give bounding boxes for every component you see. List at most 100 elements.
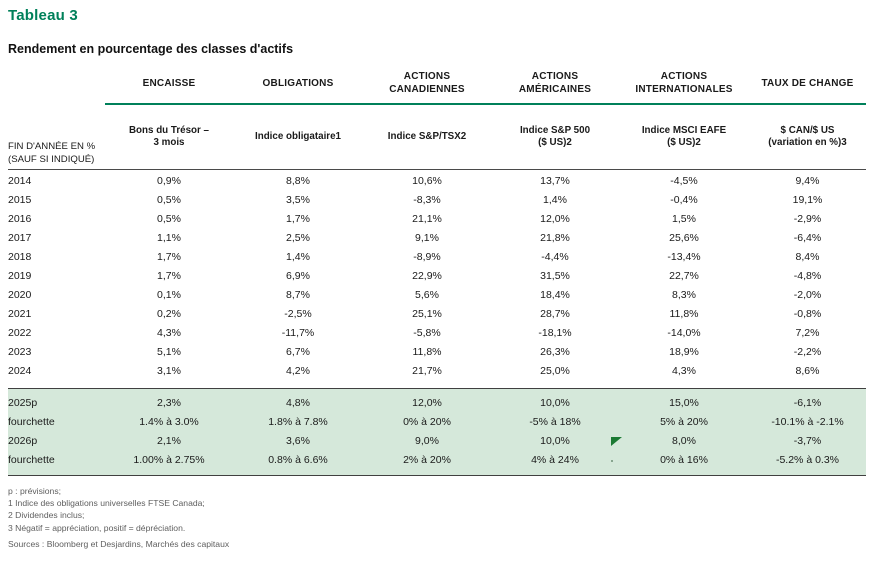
cell: 5% à 20%: [660, 416, 708, 428]
range-label: fourchette: [8, 454, 55, 466]
cell: -2,0%: [793, 289, 822, 301]
cell: 3,1%: [157, 365, 181, 377]
cell: -2,5%: [284, 308, 312, 320]
cell: -0,4%: [670, 194, 698, 206]
subheader-line: ($ US)2: [667, 137, 701, 148]
cell: 6,9%: [286, 270, 310, 282]
cell: 0,5%: [157, 194, 181, 206]
history-rows: 2014 0,9% 8,8% 10,6% 13,7% -4,5% 9,4% 20…: [8, 170, 866, 381]
cell: -18,1%: [538, 327, 572, 339]
col-header-line: AMÉRICAINES: [518, 84, 592, 95]
forecast-section: 2025p 2,3% 4,8% 12,0% 10,0% 15,0% -6,1% …: [8, 388, 866, 476]
col-header-line: ACTIONS: [660, 71, 708, 82]
cell: 26,3%: [540, 346, 570, 358]
year-label: 2019: [8, 270, 32, 282]
col-header-taux-de-change: TAUX DE CHANGE: [749, 63, 866, 105]
year-label: 2020: [8, 289, 32, 301]
green-dot-marker-icon: [611, 460, 613, 462]
cell: -13,4%: [667, 251, 701, 263]
asset-returns-table: ENCAISSE OBLIGATIONS ACTIONS CANADIENNES…: [8, 63, 866, 476]
year-label: 2024: [8, 365, 32, 377]
cell: 1,5%: [672, 213, 696, 225]
cell: 2,1%: [157, 435, 181, 447]
cell: 22,9%: [412, 270, 442, 282]
table-subtitle: Rendement en pourcentage des classes d'a…: [8, 42, 294, 56]
cell: 4% à 24%: [531, 454, 579, 466]
cell: 3,6%: [286, 435, 310, 447]
cell: 8,3%: [672, 289, 696, 301]
table-row-2022: 2022 4,3% -11,7% -5,8% -18,1% -14,0% 7,2…: [8, 324, 866, 343]
col-header-line: INTERNATIONALES: [635, 84, 733, 95]
cell: 1.8% à 7.8%: [268, 416, 328, 428]
year-label: 2026p: [8, 435, 38, 447]
col-header-line: OBLIGATIONS: [262, 77, 334, 89]
col-header-encaisse: ENCAISSE: [105, 63, 233, 105]
subheader-line: Indice S&P/TSX2: [387, 130, 467, 142]
cell: 1,4%: [286, 251, 310, 263]
cell: -6,4%: [793, 232, 822, 244]
cell: 12,0%: [540, 213, 570, 225]
table-row-2017: 2017 1,1% 2,5% 9,1% 21,8% 25,6% -6,4%: [8, 229, 866, 248]
year-label: 2025p: [8, 397, 38, 409]
cell: -3,7%: [793, 435, 822, 447]
report-page: { "title": "Tableau 3", "subtitle": "Ren…: [0, 7, 874, 567]
cell: -11,7%: [281, 327, 315, 339]
subheader-taux-change: $ CAN/$ US (variation en %)3: [749, 105, 866, 169]
cell: 19,1%: [792, 194, 823, 206]
cell: 1,4%: [543, 194, 567, 206]
year-label: 2014: [8, 175, 32, 187]
table-row-2019: 2019 1,7% 6,9% 22,9% 31,5% 22,7% -4,8%: [8, 267, 866, 286]
group-header-row: ENCAISSE OBLIGATIONS ACTIONS CANADIENNES…: [8, 63, 866, 105]
footnote-2: 2 Dividendes inclus;: [8, 510, 85, 521]
table-row-fourchette-2026: fourchette 1.00% à 2.75% 0.8% à 6.6% 2% …: [8, 451, 866, 470]
subheader-line: 3 mois: [153, 137, 185, 148]
cell: 31,5%: [540, 270, 570, 282]
cell: -5% à 18%: [529, 416, 581, 428]
row-axis-line: (SAUF SI INDIQUÉ): [8, 153, 95, 165]
col-header-obligations: OBLIGATIONS: [233, 63, 363, 105]
cell: -6,1%: [793, 397, 822, 409]
cell: 8,4%: [795, 251, 820, 263]
cell: 15,0%: [669, 397, 699, 409]
subheader-line: Indice MSCI EAFE: [641, 124, 727, 136]
table-row-2024: 2024 3,1% 4,2% 21,7% 25,0% 4,3% 8,6%: [8, 362, 866, 381]
cell: 4,8%: [286, 397, 310, 409]
cell: 1.4% à 3.0%: [139, 416, 199, 428]
year-label: 2023: [8, 346, 32, 358]
cell: -0,8%: [793, 308, 822, 320]
footnote-1: 1 Indice des obligations universelles FT…: [8, 498, 205, 509]
cell: 0,5%: [157, 213, 181, 225]
subheader-line: (variation en %)3: [768, 137, 847, 148]
cell: 25,1%: [412, 308, 442, 320]
cell: -5.2% à 0.3%: [775, 454, 840, 466]
cell: 11,8%: [412, 346, 442, 358]
col-header-actions-internationales: ACTIONS INTERNATIONALES: [619, 63, 749, 105]
cell: 5,6%: [415, 289, 439, 301]
cell: -2,9%: [793, 213, 822, 225]
year-label: 2016: [8, 213, 32, 225]
cell: 11,8%: [669, 308, 699, 320]
cell: -4,5%: [670, 175, 698, 187]
cell: 4,2%: [286, 365, 310, 377]
cell: 1,7%: [286, 213, 310, 225]
cell: 8,8%: [286, 175, 310, 187]
cell: 25,6%: [669, 232, 699, 244]
col-header-line: ACTIONS: [403, 71, 451, 82]
cell: 2% à 20%: [403, 454, 451, 466]
col-header-actions-canadiennes: ACTIONS CANADIENNES: [363, 63, 491, 105]
cell: 18,9%: [669, 346, 699, 358]
cell: -8,3%: [413, 194, 441, 206]
cell: 12,0%: [412, 397, 442, 409]
green-triangle-marker-icon: [611, 437, 622, 446]
cell: 13,7%: [540, 175, 570, 187]
cell: 21,8%: [540, 232, 570, 244]
cell: 1,1%: [157, 232, 181, 244]
cell: 4,3%: [157, 327, 181, 339]
table-row-2020: 2020 0,1% 8,7% 5,6% 18,4% 8,3% -2,0%: [8, 286, 866, 305]
range-label: fourchette: [8, 416, 55, 428]
page-title: Tableau 3: [8, 7, 78, 24]
cell: 5,1%: [157, 346, 181, 358]
table-row-2023: 2023 5,1% 6,7% 11,8% 26,3% 18,9% -2,2%: [8, 343, 866, 362]
group-header-spacer: [8, 63, 105, 105]
cell: -4,4%: [541, 251, 569, 263]
